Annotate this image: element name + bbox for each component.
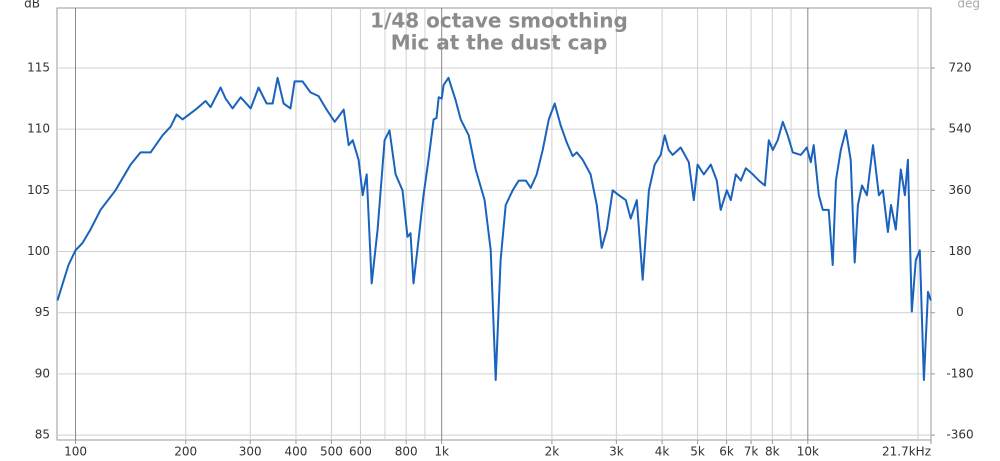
- plot-area: [56, 7, 932, 441]
- x-tick-label: 800: [395, 445, 418, 459]
- x-tick-label: 100: [64, 445, 87, 459]
- x-tick-label: 3k: [609, 445, 624, 459]
- x-tick-label: 1k: [434, 445, 449, 459]
- x-tick-label: 21.7kHz: [882, 445, 931, 459]
- response-line: [56, 76, 932, 381]
- chart-title: 1/48 octave smoothing: [370, 9, 628, 33]
- y-tick-label: 115: [27, 60, 50, 74]
- x-tick-label: 6k: [719, 445, 734, 459]
- x-tick-label: 600: [349, 445, 372, 459]
- x-tick-label: 300: [239, 445, 262, 459]
- x-tick-label: 10k: [797, 445, 819, 459]
- y-tick-label: 105: [27, 183, 50, 197]
- y2-tick-label: 720: [949, 60, 972, 74]
- y-tick-label: 85: [35, 428, 50, 442]
- y2-tick-label: 540: [949, 122, 972, 136]
- x-tick-label: 4k: [655, 445, 670, 459]
- x-tick-label: 5k: [690, 445, 705, 459]
- x-tick-label: 2k: [545, 445, 560, 459]
- y-tick-label: 100: [27, 244, 50, 258]
- x-tick-label: 400: [285, 445, 308, 459]
- x-tick-label: 200: [174, 445, 197, 459]
- y-tick-label: 95: [35, 305, 50, 319]
- x-tick-label: 8k: [765, 445, 780, 459]
- y2-axis-label: deg: [957, 0, 980, 11]
- y-tick-label: 90: [35, 366, 50, 380]
- y-axis-label: dB: [24, 0, 40, 11]
- chart-subtitle: Mic at the dust cap: [391, 31, 608, 55]
- x-tick-label: 500: [320, 445, 343, 459]
- y2-tick-label: -180: [946, 366, 973, 380]
- y2-tick-label: 0: [956, 305, 964, 319]
- x-tick-label: 7k: [744, 445, 759, 459]
- y2-tick-label: 180: [949, 244, 972, 258]
- y2-tick-label: 360: [949, 183, 972, 197]
- y-tick-label: 110: [27, 122, 50, 136]
- y2-tick-label: -360: [946, 428, 973, 442]
